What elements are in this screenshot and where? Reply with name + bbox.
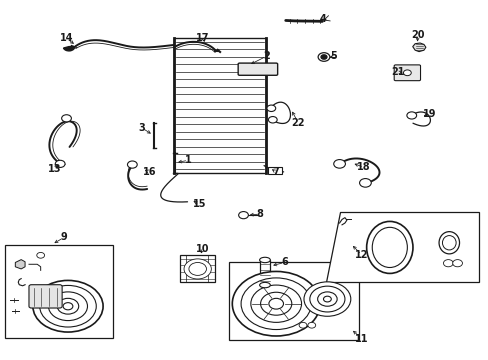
Circle shape xyxy=(238,212,248,219)
Bar xyxy=(180,255,215,282)
Text: 21: 21 xyxy=(390,67,404,77)
Text: 2: 2 xyxy=(263,51,269,61)
Circle shape xyxy=(268,298,283,309)
Circle shape xyxy=(33,280,103,332)
Circle shape xyxy=(183,259,211,279)
Bar xyxy=(4,244,113,338)
Text: 6: 6 xyxy=(281,257,287,267)
Bar xyxy=(228,262,358,339)
Text: 12: 12 xyxy=(354,249,367,260)
Text: 8: 8 xyxy=(256,209,263,219)
Ellipse shape xyxy=(259,257,270,263)
Circle shape xyxy=(309,286,344,312)
Circle shape xyxy=(317,292,336,306)
Circle shape xyxy=(268,117,277,123)
Text: 16: 16 xyxy=(142,167,156,177)
Bar xyxy=(267,167,281,174)
Circle shape xyxy=(406,112,416,119)
Text: 22: 22 xyxy=(291,118,304,128)
Text: 4: 4 xyxy=(320,14,326,24)
FancyBboxPatch shape xyxy=(29,285,62,308)
Text: 18: 18 xyxy=(356,162,370,172)
Text: 17: 17 xyxy=(196,33,209,43)
Text: 13: 13 xyxy=(47,164,61,174)
Circle shape xyxy=(452,260,462,267)
Circle shape xyxy=(304,282,350,316)
Circle shape xyxy=(299,322,306,328)
Circle shape xyxy=(359,179,370,187)
Circle shape xyxy=(443,260,452,267)
FancyBboxPatch shape xyxy=(393,65,420,81)
Circle shape xyxy=(241,278,311,329)
Ellipse shape xyxy=(438,231,459,254)
Text: 3: 3 xyxy=(139,123,145,133)
Circle shape xyxy=(61,115,71,122)
Text: 9: 9 xyxy=(61,232,67,242)
Text: 5: 5 xyxy=(329,51,336,61)
Polygon shape xyxy=(15,260,25,269)
Text: 15: 15 xyxy=(192,199,206,210)
Circle shape xyxy=(403,70,410,76)
Ellipse shape xyxy=(366,221,412,273)
Circle shape xyxy=(260,292,291,315)
Circle shape xyxy=(321,55,326,59)
Bar xyxy=(173,39,266,173)
Text: 11: 11 xyxy=(354,333,367,343)
Circle shape xyxy=(55,160,65,167)
Circle shape xyxy=(57,298,79,314)
Polygon shape xyxy=(326,212,478,282)
Circle shape xyxy=(48,292,87,320)
FancyBboxPatch shape xyxy=(238,63,277,75)
Circle shape xyxy=(323,296,330,302)
Circle shape xyxy=(188,262,206,275)
Text: 19: 19 xyxy=(422,109,436,119)
Circle shape xyxy=(232,271,320,336)
Text: 10: 10 xyxy=(196,244,209,254)
Circle shape xyxy=(266,105,275,112)
Text: 7: 7 xyxy=(272,167,279,177)
Ellipse shape xyxy=(442,235,455,250)
Circle shape xyxy=(333,159,345,168)
Circle shape xyxy=(40,285,96,327)
Circle shape xyxy=(307,322,315,328)
Polygon shape xyxy=(412,43,425,51)
Ellipse shape xyxy=(259,282,270,288)
Wedge shape xyxy=(63,46,75,51)
Text: 1: 1 xyxy=(184,155,191,165)
Circle shape xyxy=(37,252,44,258)
Circle shape xyxy=(127,161,137,168)
Circle shape xyxy=(318,53,329,61)
Text: 14: 14 xyxy=(60,33,73,43)
Text: 20: 20 xyxy=(410,30,424,40)
Bar xyxy=(259,260,270,285)
Circle shape xyxy=(63,303,73,310)
Ellipse shape xyxy=(371,227,407,267)
Circle shape xyxy=(250,285,301,322)
